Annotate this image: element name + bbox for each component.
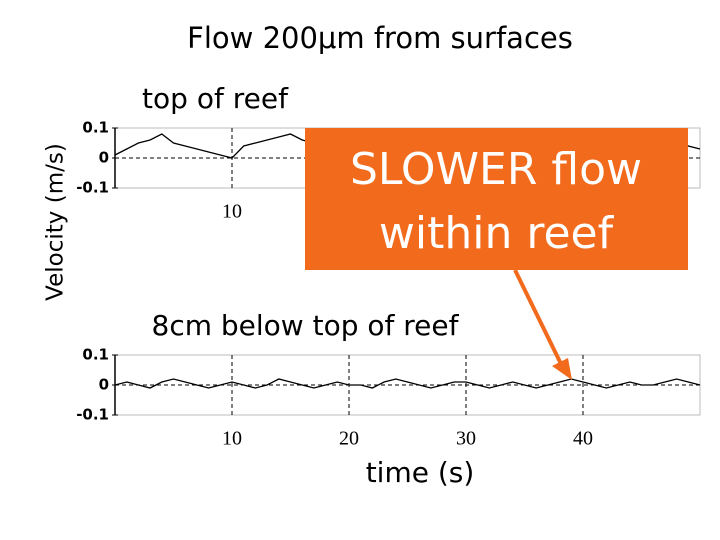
callout-box [305,128,688,270]
y-axis-label: Velocity (m/s) [43,143,69,301]
y-tick-label: -0.1 [76,406,109,424]
velocity-line [114,378,701,389]
x-tick-label: 30 [456,428,476,450]
chart-title: top of reef [142,82,289,115]
x-tick-label: 20 [339,428,359,450]
callout-arrow [513,269,564,367]
y-tick-label: 0.1 [82,119,109,137]
callout-line: SLOWER flow [350,144,642,195]
y-tick-label: 0 [99,149,109,167]
callout-arrowhead [552,358,572,380]
x-tick-label: 10 [222,428,242,450]
y-tick-label: -0.1 [76,179,109,197]
chart-title: 8cm below top of reef [152,309,460,342]
x-tick-label: 40 [573,428,593,450]
slide-title: Flow 200μm from surfaces [187,21,573,55]
callout-line: within reef [379,208,615,259]
y-tick-label: 0 [99,376,109,394]
y-tick-label: 0.1 [82,346,109,364]
charts: top of reef 0.1 0 -0.1 10 20 30 40 8cm below top… [76,82,701,450]
x-axis-label: time (s) [366,456,475,489]
x-tick-label: 10 [222,201,242,223]
